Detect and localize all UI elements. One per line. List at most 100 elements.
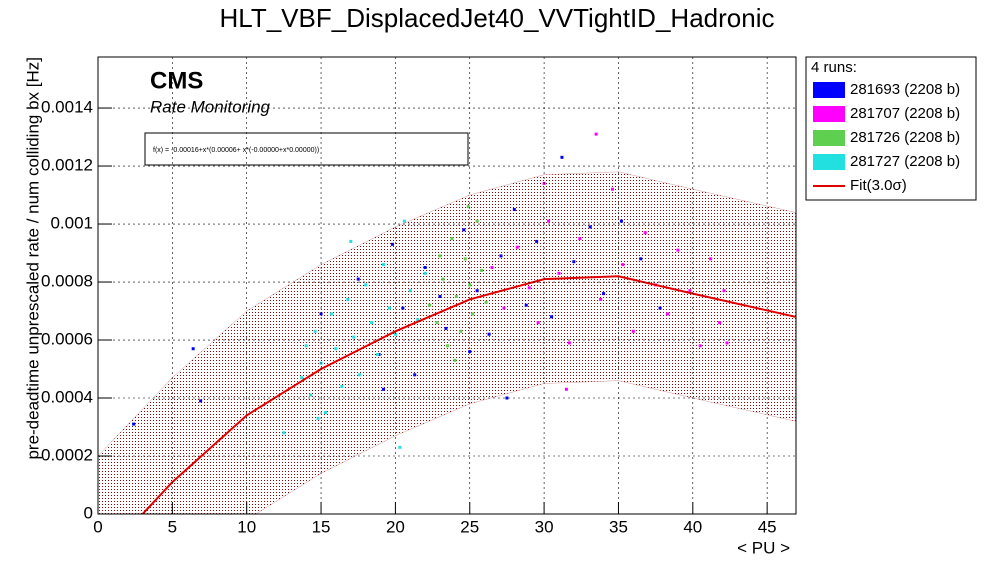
x-tick-label: 5 bbox=[168, 517, 177, 536]
point bbox=[390, 242, 394, 246]
x-axis-label: < PU > bbox=[737, 538, 790, 557]
point bbox=[658, 306, 662, 310]
point bbox=[468, 350, 472, 354]
legend-swatch bbox=[813, 82, 845, 98]
point bbox=[578, 237, 582, 241]
plot-frame bbox=[97, 56, 797, 515]
y-tick-label: 0.001 bbox=[50, 214, 93, 233]
point bbox=[471, 312, 475, 316]
point bbox=[199, 399, 203, 403]
legend-swatch bbox=[813, 130, 845, 146]
point bbox=[698, 344, 702, 348]
point bbox=[352, 335, 356, 339]
point bbox=[450, 237, 454, 241]
point bbox=[438, 254, 442, 258]
point bbox=[588, 225, 592, 229]
point bbox=[454, 295, 458, 299]
point bbox=[557, 271, 561, 275]
point bbox=[313, 329, 317, 333]
point bbox=[370, 321, 374, 325]
point bbox=[329, 312, 333, 316]
y-axis-label: pre-deadtime unprescaled rate / num coll… bbox=[23, 57, 42, 460]
fit-box bbox=[144, 132, 469, 166]
point bbox=[463, 257, 467, 261]
point bbox=[423, 266, 427, 270]
point bbox=[621, 263, 625, 267]
legend-swatch bbox=[813, 106, 845, 122]
point bbox=[515, 245, 519, 249]
point bbox=[309, 393, 313, 397]
point bbox=[356, 277, 360, 281]
band-upper bbox=[98, 171, 796, 457]
point bbox=[462, 228, 466, 232]
y-tick-label: 0.0002 bbox=[41, 445, 93, 464]
point bbox=[444, 326, 448, 330]
point bbox=[505, 396, 509, 400]
point bbox=[502, 306, 506, 310]
point bbox=[567, 341, 571, 345]
point bbox=[300, 376, 304, 380]
x-tick-label: 45 bbox=[758, 517, 777, 536]
point bbox=[382, 263, 386, 267]
point bbox=[484, 300, 488, 304]
y-tick-label: 0.0008 bbox=[41, 272, 93, 291]
point bbox=[631, 329, 635, 333]
point bbox=[364, 283, 368, 287]
y-tick-label: 0.0014 bbox=[41, 98, 93, 117]
fit-line bbox=[141, 275, 796, 514]
point bbox=[191, 347, 195, 351]
point bbox=[358, 373, 362, 377]
x-tick-label: 35 bbox=[609, 517, 628, 536]
point bbox=[709, 257, 713, 261]
y-tick-label: 0.0004 bbox=[41, 387, 93, 406]
point bbox=[423, 271, 427, 275]
point bbox=[535, 239, 539, 243]
point bbox=[524, 303, 528, 307]
point bbox=[466, 205, 470, 209]
point bbox=[599, 297, 603, 301]
legend-label: 281727 (2208 b) bbox=[850, 153, 960, 170]
point bbox=[490, 266, 494, 270]
point bbox=[619, 219, 623, 223]
subtitle: Rate Monitoring bbox=[150, 97, 271, 116]
point bbox=[316, 416, 320, 420]
y-tick-label: 0.0012 bbox=[41, 156, 93, 175]
point bbox=[387, 306, 391, 310]
legend-label: 281726 (2208 b) bbox=[850, 129, 960, 146]
legend-title: 4 runs: bbox=[811, 59, 857, 76]
point bbox=[499, 254, 503, 258]
legend-label: 281693 (2208 b) bbox=[850, 81, 960, 98]
x-tick-label: 15 bbox=[312, 517, 331, 536]
point bbox=[718, 321, 722, 325]
legend-label: Fit(3.0σ) bbox=[850, 177, 907, 194]
point bbox=[401, 306, 405, 310]
point bbox=[639, 257, 643, 261]
point bbox=[564, 387, 568, 391]
point bbox=[602, 292, 606, 296]
y-tick-label: 0 bbox=[84, 503, 93, 522]
band-lower bbox=[255, 380, 796, 514]
point bbox=[550, 315, 554, 319]
point bbox=[393, 332, 397, 336]
fit-formula: f(x) = -0.00016+x*(0.00006+ x*(-0.00000+… bbox=[153, 147, 319, 154]
point bbox=[676, 248, 680, 252]
point bbox=[349, 239, 353, 243]
point bbox=[643, 231, 647, 235]
point bbox=[475, 289, 479, 293]
y-tick-label: 0.0006 bbox=[41, 329, 93, 348]
point bbox=[459, 329, 463, 333]
point bbox=[725, 341, 729, 345]
point bbox=[340, 384, 344, 388]
point bbox=[376, 353, 380, 357]
x-tick-label: 25 bbox=[460, 517, 479, 536]
point bbox=[324, 411, 328, 415]
point bbox=[536, 321, 540, 325]
x-tick-label: 20 bbox=[386, 517, 405, 536]
point bbox=[527, 286, 531, 290]
point bbox=[688, 289, 692, 293]
point bbox=[382, 387, 386, 391]
point bbox=[611, 187, 615, 191]
point bbox=[402, 219, 406, 223]
